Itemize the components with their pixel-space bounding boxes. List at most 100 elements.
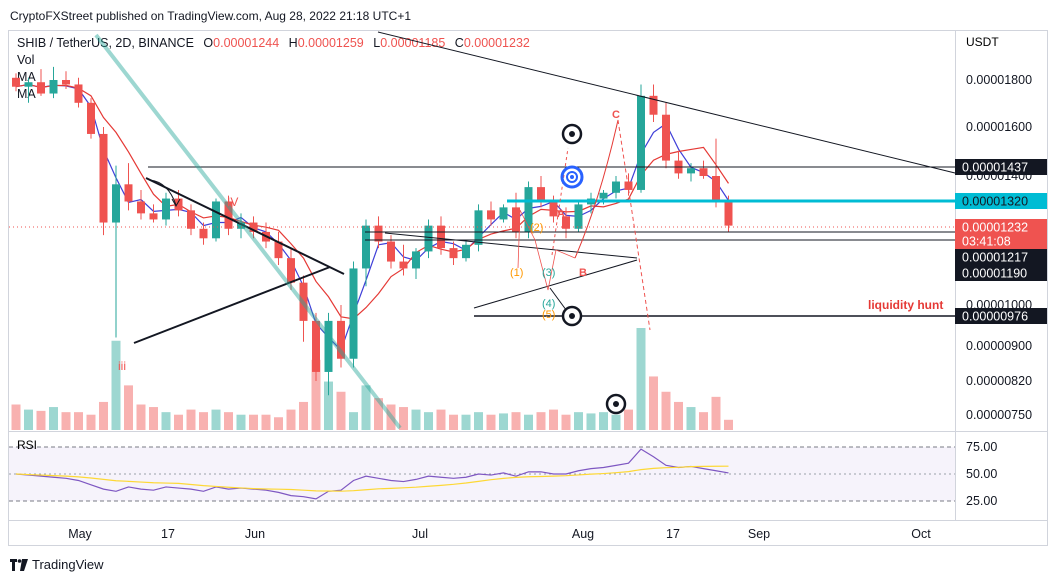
indicator-label-ma1[interactable]: MA (17, 70, 36, 84)
projection-path-c (574, 119, 619, 259)
symbol-name[interactable]: SHIB / TetherUS, 2D, BINANCE (17, 36, 194, 50)
price-tick-label: 0.00000900 (966, 339, 1032, 353)
price-label-box (955, 159, 1047, 175)
rsi-tick-label: 75.00 (966, 440, 997, 454)
symbol-legend: SHIB / TetherUS, 2D, BINANCE O0.00001244… (17, 36, 530, 50)
candle-body (37, 82, 45, 94)
candle-body (349, 268, 358, 359)
candle-body (374, 225, 383, 242)
volume-bar (136, 404, 146, 430)
candle-body (724, 201, 733, 226)
candle-body (599, 192, 608, 199)
volume-bar (324, 381, 333, 430)
open-value: 0.00001244 (213, 36, 280, 50)
candle-body (574, 204, 583, 229)
liquidity-hunt-label: liquidity hunt (868, 298, 943, 312)
volume-bar (249, 414, 258, 430)
volume-bar (149, 407, 158, 430)
rsi-band (9, 447, 955, 501)
time-tick-label: Aug (572, 527, 594, 541)
volume-bar (24, 409, 33, 430)
volume-bar (311, 359, 321, 430)
volume-bar (636, 328, 646, 430)
volume-bar (586, 413, 596, 430)
volume-bar (624, 409, 633, 430)
rsi-tick-label: 50.00 (966, 467, 997, 481)
rsi-moving-average (15, 465, 729, 492)
candle-body (124, 184, 133, 202)
descending-trendline (377, 31, 956, 174)
wave-label-3: (3) (542, 267, 555, 279)
price-label-text: 0.00001320 (962, 195, 1028, 209)
candle-body (274, 241, 283, 259)
candle-body (212, 201, 220, 239)
candle-body (487, 210, 495, 220)
candle-body (674, 160, 683, 174)
volume-bar (561, 414, 571, 430)
candle-body (287, 258, 295, 283)
candle-body (562, 216, 570, 229)
candle-body (49, 80, 58, 94)
rsi-label[interactable]: RSI (17, 438, 37, 452)
candle-body (337, 320, 345, 359)
candle-body (424, 225, 433, 252)
price-label-box (955, 308, 1047, 324)
target-circle-2 (561, 305, 583, 327)
volume-bar (686, 407, 696, 430)
volume-bar (174, 414, 183, 430)
small-diagonal-line (549, 287, 573, 319)
price-label-box (955, 193, 1047, 209)
volume-bar (399, 407, 408, 430)
candle-body (312, 320, 320, 372)
volume-bar (111, 340, 121, 430)
candle-body (499, 207, 508, 220)
candle-body (537, 187, 545, 202)
volume-bar (536, 412, 546, 430)
volume-bar (74, 412, 83, 430)
wave-label-1: (1) (510, 267, 523, 279)
price-label-box (955, 219, 1047, 235)
time-tick-label: Jun (245, 527, 265, 541)
volume-bar (449, 414, 458, 430)
candle-body (362, 225, 370, 269)
volume-bar (236, 414, 246, 430)
volume-bar (274, 417, 283, 430)
indicator-label-vol[interactable]: Vol (17, 53, 35, 67)
triangle-upper-line (145, 177, 345, 275)
projection-path-down (617, 119, 651, 331)
chart-frame (8, 30, 1048, 546)
header-published: CryptoFXStreet published on TradingView.… (10, 9, 412, 23)
volume-bar (211, 409, 221, 430)
time-tick-label: 17 (666, 527, 680, 541)
tradingview-brand: TradingView (32, 557, 104, 572)
candle-body (299, 282, 308, 321)
volume-bar (649, 376, 658, 430)
curve-arrow-head (171, 198, 181, 208)
candle-body (187, 210, 195, 229)
volume-bar (336, 391, 346, 430)
candle-body (512, 207, 520, 232)
wave-label-b: B (579, 267, 587, 279)
candle-body (237, 222, 245, 229)
price-label-box (955, 233, 1047, 249)
wave-label-c: C (612, 109, 620, 121)
candle-body (262, 231, 270, 242)
volume-bar (486, 414, 496, 430)
wedge-lower-line (473, 259, 638, 309)
volume-bar (499, 413, 508, 430)
volume-bar (124, 385, 133, 430)
candle-body (387, 241, 395, 262)
candle-body (99, 133, 108, 223)
indicator-label-ma2[interactable]: MA (17, 87, 36, 101)
candle-body (437, 225, 445, 249)
volume-bar (299, 401, 308, 430)
tradingview-footer[interactable]: TradingView (10, 557, 104, 572)
candle-body (137, 201, 145, 214)
volume-bar (424, 412, 433, 430)
candle-body (74, 84, 83, 103)
volume-bar (374, 398, 383, 430)
curve-arrow (149, 179, 177, 206)
moving-average-red (15, 83, 729, 320)
price-tick-label: 0.00000820 (966, 374, 1032, 388)
